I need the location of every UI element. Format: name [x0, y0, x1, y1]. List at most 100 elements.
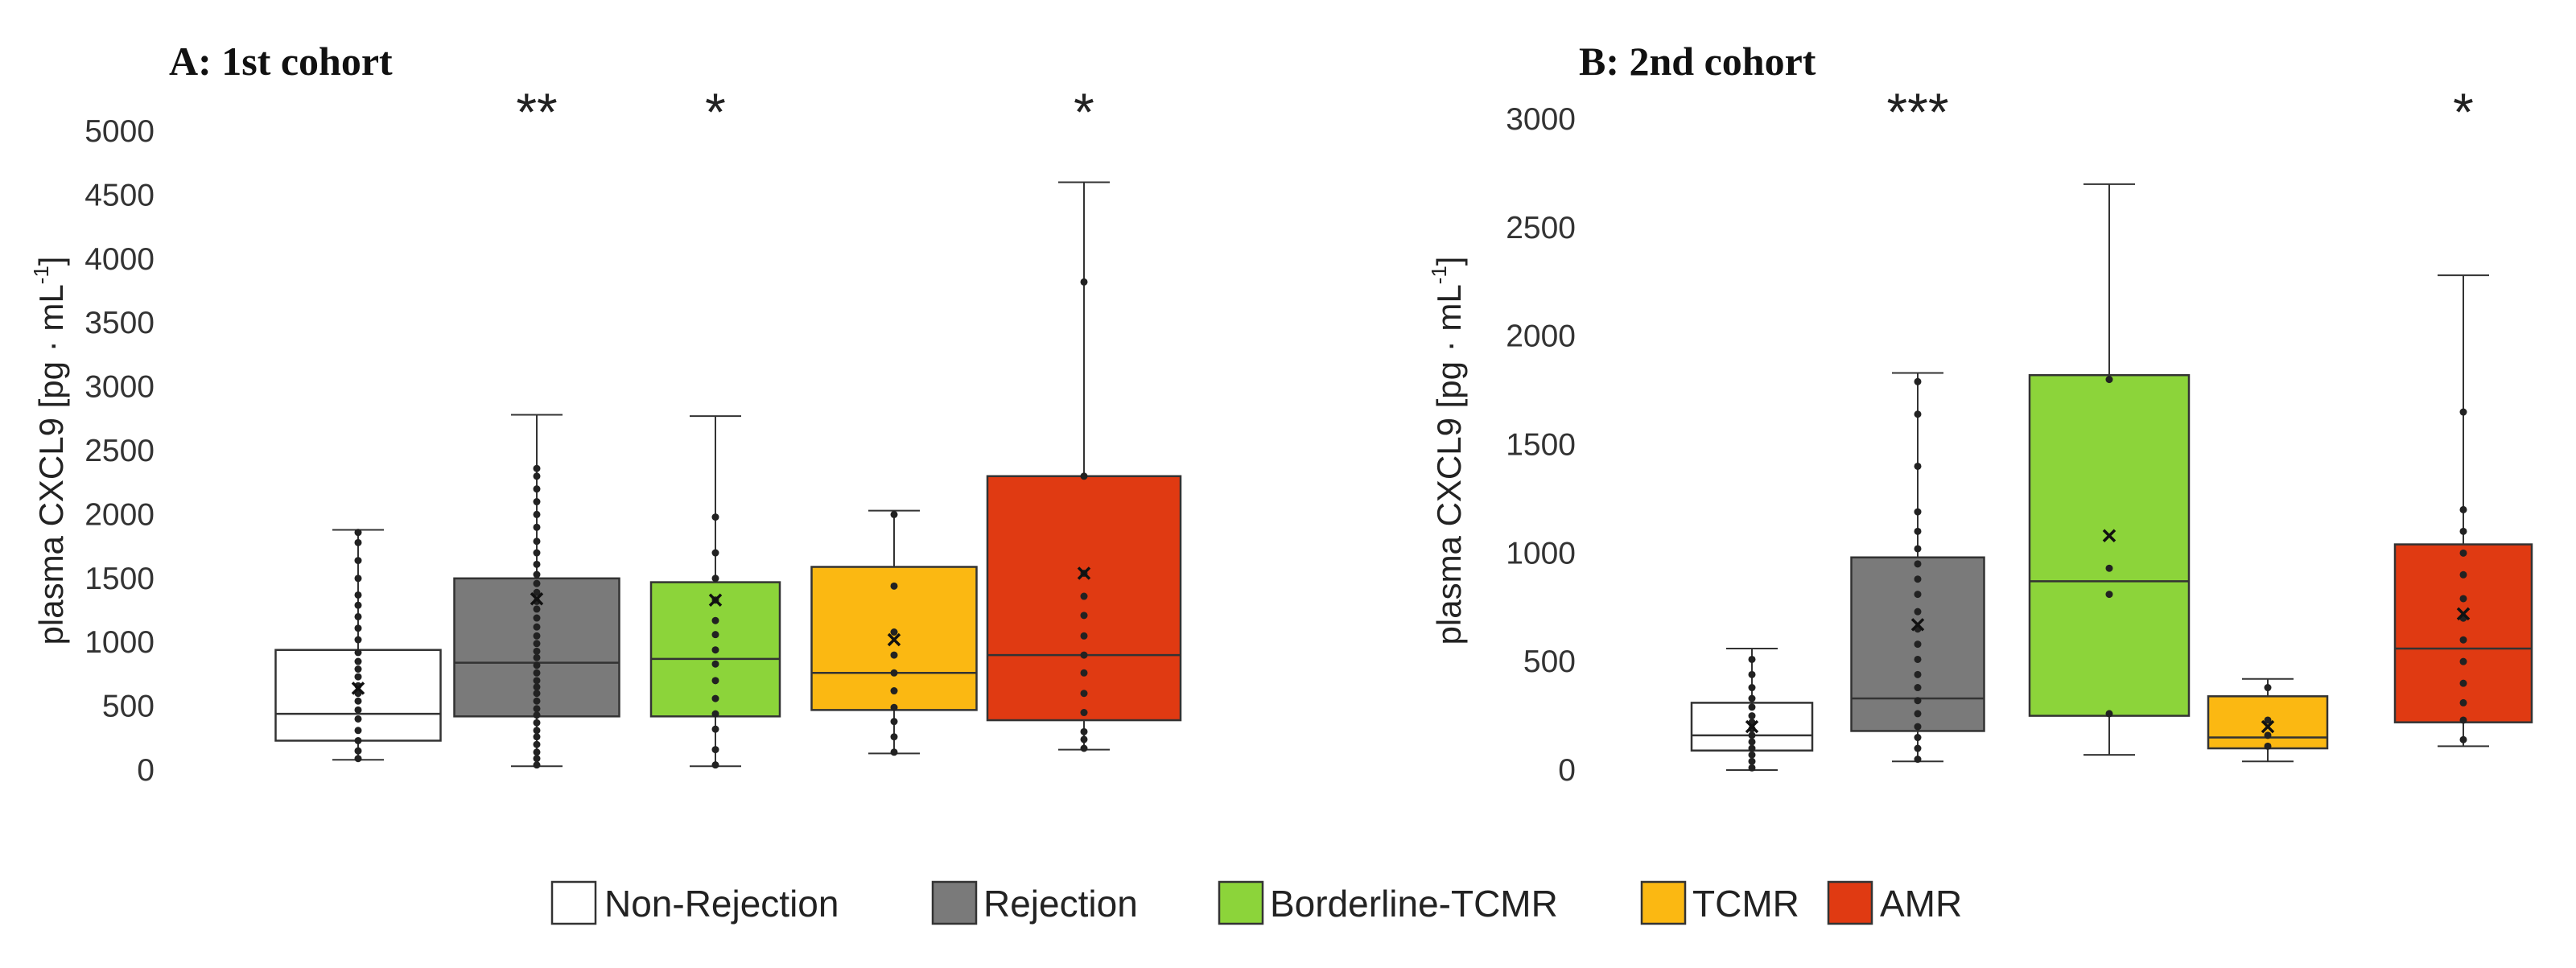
data-point [533, 579, 541, 587]
data-point [2459, 571, 2467, 579]
data-point [1914, 744, 1922, 752]
data-point [354, 636, 362, 644]
data-point [711, 746, 719, 754]
data-point [890, 703, 898, 711]
significance-marker: * [705, 82, 726, 142]
ytick-label: 1500 [1506, 428, 1576, 463]
data-point [2105, 376, 2113, 384]
ytick-label: 500 [1523, 645, 1576, 679]
ytick-label: 3000 [84, 370, 155, 405]
ytick-label: 2000 [1506, 319, 1576, 354]
significance-marker: * [1074, 82, 1094, 142]
panel-a-plot: 0 500 1000 1500 2000 2500 3000 3500 4000 4500 5000… [84, 82, 1182, 788]
data-point [354, 538, 362, 546]
data-point [354, 557, 362, 565]
data-point [1748, 670, 1756, 678]
data-point [711, 761, 719, 769]
data-point [890, 718, 898, 726]
mean-marker [708, 593, 723, 608]
data-point [533, 653, 541, 661]
box-borderline-tcmr [2028, 373, 2191, 717]
ytick-label: 1500 [84, 562, 155, 596]
data-point [890, 687, 898, 695]
data-point [1080, 709, 1088, 717]
data-point [533, 690, 541, 698]
ytick-label: 5000 [84, 114, 155, 149]
data-point [1748, 684, 1756, 692]
data-point [890, 669, 898, 677]
mean-marker [1077, 566, 1091, 580]
legend: Non-Rejection Rejection Borderline-TCMR TCM… [550, 880, 1962, 925]
data-point [2105, 710, 2113, 718]
data-point [1914, 462, 1922, 470]
data-point [1080, 278, 1088, 286]
data-point [2459, 698, 2467, 706]
mean-marker [2456, 607, 2471, 621]
data-point [711, 575, 719, 583]
legend-swatch-rejection [931, 880, 978, 925]
data-point [2459, 595, 2467, 603]
data-point [711, 694, 719, 702]
ytick-label: 2000 [84, 497, 155, 532]
data-point [2264, 742, 2272, 750]
data-point [711, 616, 719, 624]
data-point [711, 549, 719, 557]
data-point [533, 711, 541, 719]
legend-label-rejection: Rejection [983, 883, 1138, 925]
data-point [1914, 527, 1922, 535]
data-point [1914, 670, 1922, 678]
data-point [354, 624, 362, 632]
data-point [533, 464, 541, 472]
data-point [533, 588, 541, 596]
data-point [354, 673, 362, 681]
legend-swatch-tcmr [1640, 880, 1687, 925]
data-point [2459, 657, 2467, 665]
mean-marker [530, 591, 544, 606]
data-point [533, 632, 541, 640]
ytick-label: 2500 [84, 434, 155, 468]
data-point [890, 733, 898, 741]
data-point [1080, 727, 1088, 735]
legend-label-borderline-tcmr: Borderline-TCMR [1270, 883, 1558, 925]
data-point [2459, 679, 2467, 687]
data-point [1748, 744, 1756, 752]
data-point [1914, 608, 1922, 616]
data-point [1748, 703, 1756, 711]
data-point [711, 660, 719, 668]
data-point [890, 510, 898, 518]
data-point [354, 612, 362, 620]
legend-label-tcmr: TCMR [1692, 883, 1799, 925]
ytick-label: 2500 [1506, 211, 1576, 245]
data-point [354, 755, 362, 763]
data-point [1914, 723, 1922, 731]
data-point [1748, 757, 1756, 765]
data-point [2459, 549, 2467, 557]
mean-marker [1910, 618, 1925, 632]
data-point [1914, 575, 1922, 583]
data-point [1914, 734, 1922, 742]
significance-marker: * [2453, 82, 2474, 142]
data-point [533, 748, 541, 756]
data-point [533, 727, 541, 735]
data-point [711, 725, 719, 733]
data-point [533, 614, 541, 622]
data-point [890, 651, 898, 659]
data-point [533, 571, 541, 579]
data-point [711, 513, 719, 521]
data-point [354, 727, 362, 735]
ytick-label: 4500 [84, 178, 155, 212]
data-point [1914, 684, 1922, 692]
data-point [1080, 632, 1088, 640]
data-point [2459, 408, 2467, 416]
data-point [533, 640, 541, 648]
mean-marker [2261, 719, 2275, 734]
legend-swatch-non-rejection [550, 880, 597, 925]
data-point [354, 747, 362, 755]
data-point [2264, 684, 2272, 692]
data-point [354, 665, 362, 673]
mean-marker [2102, 529, 2116, 542]
ytick-label: 1000 [1506, 536, 1576, 571]
data-point [533, 560, 541, 568]
data-point [1080, 612, 1088, 620]
